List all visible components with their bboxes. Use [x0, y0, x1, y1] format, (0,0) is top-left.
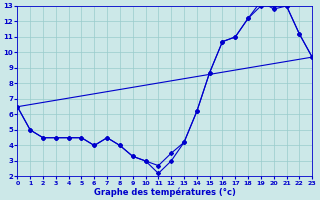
X-axis label: Graphe des températures (°c): Graphe des températures (°c): [94, 187, 236, 197]
